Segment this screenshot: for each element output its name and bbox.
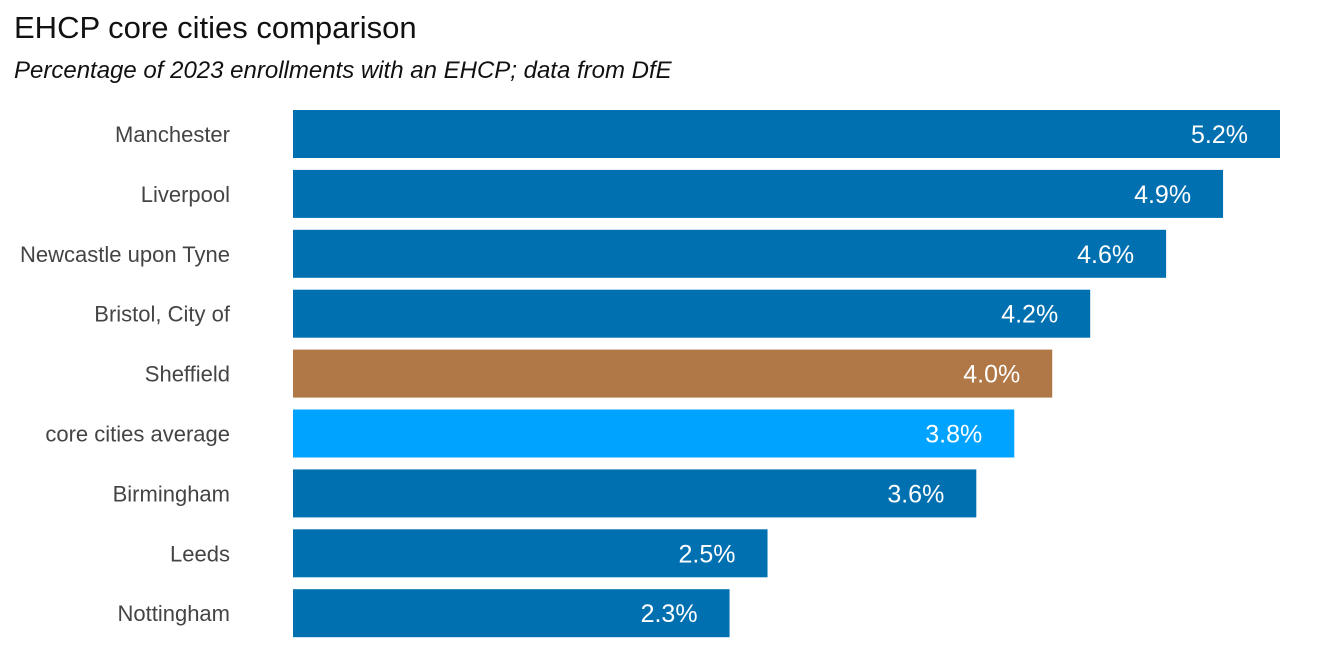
- chart-subtitle: Percentage of 2023 enrollments with an E…: [14, 57, 672, 84]
- category-label-manchester: Manchester: [115, 122, 230, 147]
- category-label-bristol-city-of: Bristol, City of: [94, 302, 231, 327]
- value-label-bristol-city-of: 4.2%: [1001, 301, 1058, 329]
- value-label-newcastle-upon-tyne: 4.6%: [1077, 241, 1134, 269]
- bar-sheffield: [293, 349, 1053, 398]
- value-label-sheffield: 4.0%: [963, 361, 1020, 389]
- bar-nottingham: [293, 589, 730, 638]
- bar-core-cities-average: [293, 409, 1015, 458]
- bar-liverpool: [293, 169, 1224, 218]
- category-label-birmingham: Birmingham: [113, 481, 230, 506]
- value-label-manchester: 5.2%: [1191, 121, 1248, 149]
- value-label-leeds: 2.5%: [679, 540, 736, 568]
- value-label-liverpool: 4.9%: [1134, 181, 1191, 209]
- value-label-birmingham: 3.6%: [887, 480, 944, 508]
- bar-birmingham: [293, 469, 977, 518]
- category-label-liverpool: Liverpool: [141, 182, 230, 207]
- value-label-core-cities-average: 3.8%: [925, 421, 982, 449]
- category-label-sheffield: Sheffield: [145, 362, 230, 387]
- category-label-leeds: Leeds: [170, 541, 230, 566]
- category-label-nottingham: Nottingham: [117, 601, 230, 626]
- category-label-newcastle-upon-tyne: Newcastle upon Tyne: [20, 242, 230, 267]
- bar-bristol-city-of: [293, 289, 1091, 338]
- bar-newcastle-upon-tyne: [293, 229, 1167, 278]
- bar-leeds: [293, 529, 768, 578]
- bar-manchester: [293, 110, 1280, 158]
- category-label-core-cities-average: core cities average: [45, 422, 230, 447]
- value-label-nottingham: 2.3%: [641, 600, 698, 628]
- chart-title: EHCP core cities comparison: [14, 10, 417, 45]
